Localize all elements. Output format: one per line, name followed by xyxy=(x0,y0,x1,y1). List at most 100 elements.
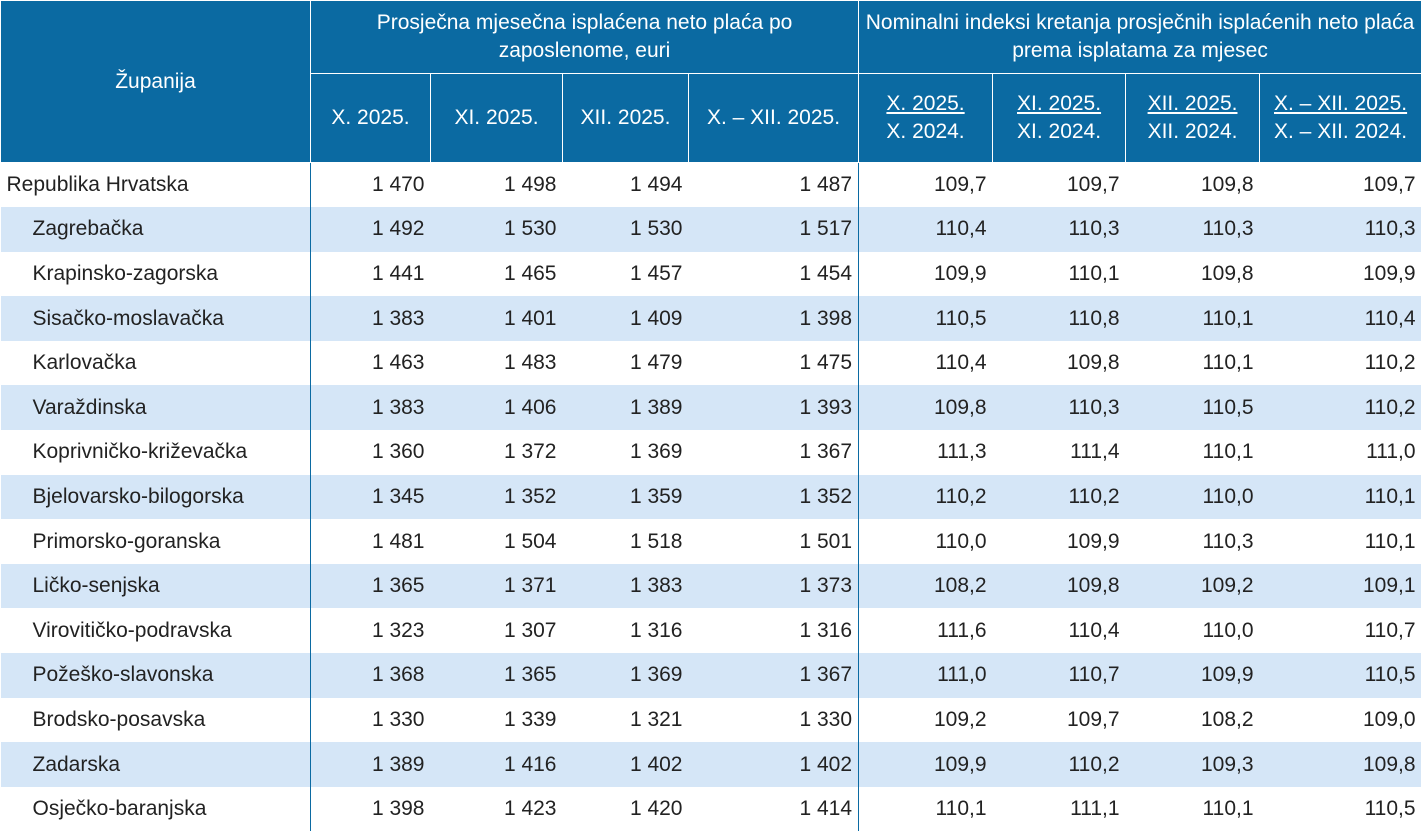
cell: 110,0 xyxy=(1125,474,1260,520)
cell: 1 494 xyxy=(629,173,683,197)
column-header: X. – XII. 2025. xyxy=(687,73,860,163)
cell: 1 383 xyxy=(310,296,431,341)
cell: 1 501 xyxy=(688,519,860,564)
column-header: X. 2025. X. 2024. xyxy=(858,73,994,163)
cell: 109,2 xyxy=(1125,563,1260,609)
cell: 1 360 xyxy=(371,440,425,464)
cell: 1 454 xyxy=(688,251,860,297)
header-bottom: XII. 2024. xyxy=(1147,120,1238,143)
cell: 1 352 xyxy=(688,474,860,520)
cell: 110,1 xyxy=(1364,529,1416,553)
cell: 1 393 xyxy=(688,385,860,431)
cell: 1 483 xyxy=(503,351,557,375)
cell: 109,9 xyxy=(1363,261,1416,285)
cell: 110,2 xyxy=(858,474,993,520)
column-header: XII. 2025. xyxy=(562,73,689,163)
cell: 109,8 xyxy=(1200,261,1254,285)
table-header: Županija Prosječna mjesečna isplaćena ne… xyxy=(0,0,1421,163)
header-top: X. – XII. 2025. xyxy=(1274,92,1408,115)
table-row: Zadarska 1 389 1 416 1 402 1 402 109,9 110,2 10… xyxy=(0,742,1421,787)
county-name: Varaždinska xyxy=(0,385,311,431)
table-row: Republika Hrvatska 1 470 1 498 1 494 1 487 10… xyxy=(0,162,1421,208)
cell: 1 487 xyxy=(688,162,860,208)
cell: 1 481 xyxy=(371,529,425,553)
cell: 1 504 xyxy=(503,529,557,553)
cell: 109,7 xyxy=(933,173,987,197)
county-name: Sisačko-moslavačka xyxy=(0,296,311,341)
cell: 110,1 xyxy=(1068,261,1120,285)
cell: 109,2 xyxy=(933,707,987,731)
column-header: X. 2025. xyxy=(310,73,431,163)
cell: 109,7 xyxy=(1066,173,1120,197)
cell: 1 316 xyxy=(629,618,683,642)
cell: 110,7 xyxy=(992,653,1126,698)
cell: 1 371 xyxy=(430,563,563,609)
header-top: XI. 2025. xyxy=(1017,92,1102,115)
cell: 1 367 xyxy=(688,430,860,475)
cell: 1 409 xyxy=(562,296,689,341)
cell: 1 369 xyxy=(629,440,683,464)
cell: 1 479 xyxy=(629,351,683,375)
cell: 109,8 xyxy=(1066,351,1120,375)
cell: 1 321 xyxy=(629,707,683,731)
cell: 1 345 xyxy=(310,474,431,520)
cell: 1 339 xyxy=(503,707,557,731)
cell: 1 389 xyxy=(310,742,431,787)
cell: 1 414 xyxy=(688,786,860,832)
cell: 109,9 xyxy=(1125,653,1260,698)
header-top: XII. 2025. xyxy=(1147,92,1238,115)
group-header: Nominalni indeksi kretanja prosječnih is… xyxy=(858,0,1421,74)
column-header: X. – XII. 2025. X. – XII. 2024. xyxy=(1259,73,1421,163)
table-row: Sisačko-moslavačka 1 383 1 401 1 409 1 398 11… xyxy=(0,296,1421,341)
cell: 1 316 xyxy=(688,608,860,654)
cell: 110,1 xyxy=(1202,351,1254,375)
table-row: Karlovačka 1 463 1 483 1 479 1 475 110,4 109,8… xyxy=(0,340,1421,386)
header-bottom: X. – XII. 2024. xyxy=(1274,120,1408,143)
cell: 110,3 xyxy=(1259,207,1421,252)
cell: 111,0 xyxy=(1366,440,1416,464)
county-name: Karlovačka xyxy=(0,340,311,386)
cell: 109,9 xyxy=(1066,529,1120,553)
county-name: Zagrebačka xyxy=(0,207,311,252)
cell: 1 365 xyxy=(310,563,431,609)
cell: 1 465 xyxy=(503,261,557,285)
cell: 111,1 xyxy=(1070,797,1120,821)
cell: 109,9 xyxy=(933,261,987,285)
cell: 110,1 xyxy=(1202,440,1254,464)
cell: 1 517 xyxy=(688,207,860,252)
county-name: Koprivničko-križevačka xyxy=(0,430,311,475)
cell: 1 470 xyxy=(371,173,425,197)
cell: 110,3 xyxy=(992,385,1126,431)
table-row: Koprivničko-križevačka 1 360 1 372 1 369 1 3… xyxy=(0,430,1421,475)
table-body: Republika Hrvatska 1 470 1 498 1 494 1 487 10… xyxy=(0,162,1421,832)
county-name: Brodsko-posavska xyxy=(0,697,311,743)
cell: 110,0 xyxy=(1202,618,1254,642)
cell: 1 463 xyxy=(371,351,425,375)
group-header: Prosječna mjesečna isplaćena neto plaća … xyxy=(309,0,860,74)
cell: 109,8 xyxy=(1259,742,1421,787)
cell: 1 402 xyxy=(562,742,689,787)
cell: 111,0 xyxy=(858,653,993,698)
cell: 110,1 xyxy=(1202,797,1254,821)
cell: 109,9 xyxy=(858,742,993,787)
cell: 110,5 xyxy=(1125,385,1260,431)
cell: 108,2 xyxy=(1200,707,1254,731)
cell: 109,8 xyxy=(992,563,1126,609)
county-name: Ličko-senjska xyxy=(0,563,311,609)
cell: 109,7 xyxy=(1363,173,1416,197)
cell: 110,3 xyxy=(1202,529,1254,553)
cell: 110,1 xyxy=(935,797,987,821)
cell: 109,1 xyxy=(1259,563,1421,609)
cell: 110,4 xyxy=(1259,296,1421,341)
cell: 1 498 xyxy=(503,173,557,197)
county-name: Požeško-slavonska xyxy=(0,653,311,698)
cell: 110,2 xyxy=(1259,385,1421,431)
cell: 1 530 xyxy=(430,207,563,252)
cell: 109,0 xyxy=(1363,707,1416,731)
cell: 109,7 xyxy=(1066,707,1120,731)
cell: 1 457 xyxy=(629,261,683,285)
table-row: Požeško-slavonska 1 368 1 365 1 369 1 367 111… xyxy=(0,653,1421,698)
cell: 1 373 xyxy=(688,563,860,609)
